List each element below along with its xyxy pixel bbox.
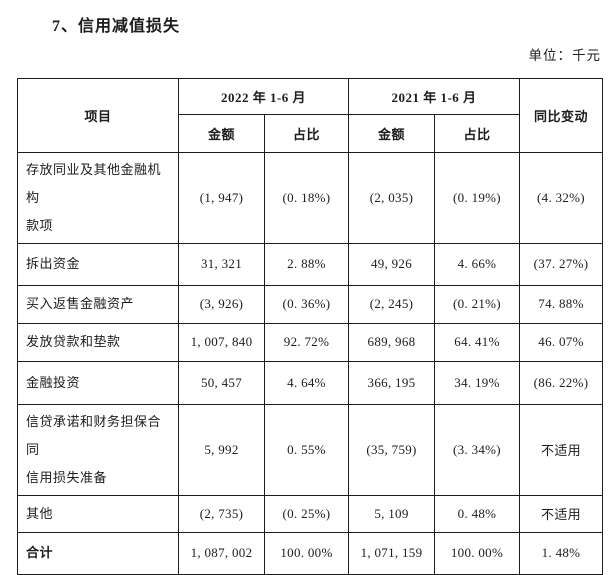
table-row: 金融投资 50, 457 4. 64% 366, 195 34. 19% (86…	[17, 360, 603, 405]
cell-yoy-change: 1. 48%	[519, 531, 603, 575]
cell-amount-2022: (2, 735)	[178, 494, 265, 533]
cell-amount-2022: (3, 926)	[178, 284, 265, 324]
cell-amount-2021: (2, 245)	[348, 284, 435, 324]
table-header: 项目 2022 年 1-6 月 2021 年 1-6 月 同比变动 金额 占比 …	[17, 78, 603, 153]
row-label-total: 合计	[17, 531, 179, 575]
table-row: 其他 (2, 735) (0. 25%) 5, 109 0. 48% 不适用	[17, 494, 603, 533]
cell-ratio-2021: (0. 21%)	[434, 284, 520, 324]
cell-ratio-2021: (3. 34%)	[434, 403, 520, 496]
cell-amount-2021: 366, 195	[348, 360, 435, 405]
header-row-measures: 金额 占比 金额 占比	[18, 114, 603, 153]
cell-ratio-2022: (0. 25%)	[264, 494, 349, 533]
table-row: 存放同业及其他金融机构 款项 (1, 947) (0. 18%) (2, 035…	[17, 152, 603, 244]
cell-amount-2022: 31, 321	[178, 242, 265, 286]
header-period-2022: 2022 年 1-6 月	[178, 78, 349, 115]
cell-amount-2022: 50, 457	[178, 360, 265, 405]
row-label: 其他	[17, 494, 179, 533]
unit-label: 单位：千元	[528, 48, 601, 63]
row-label: 拆出资金	[17, 242, 179, 286]
cell-yoy-change: 不适用	[519, 403, 603, 496]
cell-amount-2021: 49, 926	[348, 242, 435, 286]
table-body: 存放同业及其他金融机构 款项 (1, 947) (0. 18%) (2, 035…	[17, 152, 603, 575]
row-label: 发放贷款和垫款	[17, 322, 179, 362]
cell-amount-2021: 1, 071, 159	[348, 531, 435, 575]
table-row-total: 合计 1, 087, 002 100. 00% 1, 071, 159 100.…	[17, 531, 603, 575]
cell-amount-2021: (35, 759)	[348, 403, 435, 496]
table-row: 拆出资金 31, 321 2. 88% 49, 926 4. 66% (37. …	[17, 242, 603, 286]
cell-ratio-2022: 92. 72%	[264, 322, 349, 362]
cell-yoy-change: (37. 27%)	[519, 242, 603, 286]
cell-ratio-2022: 4. 64%	[264, 360, 349, 405]
header-ratio-2021: 占比	[434, 114, 520, 153]
header-amount-2022: 金额	[178, 114, 265, 153]
cell-amount-2021: 689, 968	[348, 322, 435, 362]
cell-ratio-2022: (0. 18%)	[264, 152, 349, 244]
credit-impairment-table: 项目 2022 年 1-6 月 2021 年 1-6 月 同比变动 金额 占比 …	[17, 78, 603, 575]
cell-yoy-change: 不适用	[519, 494, 603, 533]
cell-amount-2022: (1, 947)	[178, 152, 265, 244]
cell-ratio-2022: 100. 00%	[264, 531, 349, 575]
table-row: 买入返售金融资产 (3, 926) (0. 36%) (2, 245) (0. …	[17, 284, 603, 324]
cell-yoy-change: 46. 07%	[519, 322, 603, 362]
table-row: 发放贷款和垫款 1, 007, 840 92. 72% 689, 968 64.…	[17, 322, 603, 362]
cell-ratio-2021: (0. 19%)	[434, 152, 520, 244]
cell-yoy-change: (86. 22%)	[519, 360, 603, 405]
page-title: 7、信用减值损失	[52, 18, 181, 35]
row-label: 金融投资	[17, 360, 179, 405]
cell-yoy-change: (4. 32%)	[519, 152, 603, 244]
cell-ratio-2022: 0. 55%	[264, 403, 349, 496]
header-row-periods: 项目 2022 年 1-6 月 2021 年 1-6 月 同比变动	[17, 78, 603, 153]
header-yoy-change: 同比变动	[519, 78, 603, 153]
cell-amount-2022: 1, 007, 840	[178, 322, 265, 362]
row-label: 信贷承诺和财务担保合同 信用损失准备	[17, 403, 179, 496]
cell-amount-2021: 5, 109	[348, 494, 435, 533]
cell-amount-2021: (2, 035)	[348, 152, 435, 244]
cell-ratio-2022: 2. 88%	[264, 242, 349, 286]
cell-ratio-2021: 34. 19%	[434, 360, 520, 405]
cell-yoy-change: 74. 88%	[519, 284, 603, 324]
header-amount-2021: 金额	[348, 114, 435, 153]
cell-ratio-2021: 64. 41%	[434, 322, 520, 362]
table-row: 信贷承诺和财务担保合同 信用损失准备 5, 992 0. 55% (35, 75…	[17, 403, 603, 496]
cell-amount-2022: 1, 087, 002	[178, 531, 265, 575]
cell-amount-2022: 5, 992	[178, 403, 265, 496]
cell-ratio-2021: 0. 48%	[434, 494, 520, 533]
row-label: 买入返售金融资产	[17, 284, 179, 324]
cell-ratio-2022: (0. 36%)	[264, 284, 349, 324]
cell-ratio-2021: 4. 66%	[434, 242, 520, 286]
header-ratio-2022: 占比	[264, 114, 349, 153]
cell-ratio-2021: 100. 00%	[434, 531, 520, 575]
header-item: 项目	[17, 78, 179, 153]
row-label: 存放同业及其他金融机构 款项	[17, 152, 179, 244]
header-period-2021: 2021 年 1-6 月	[348, 78, 520, 115]
